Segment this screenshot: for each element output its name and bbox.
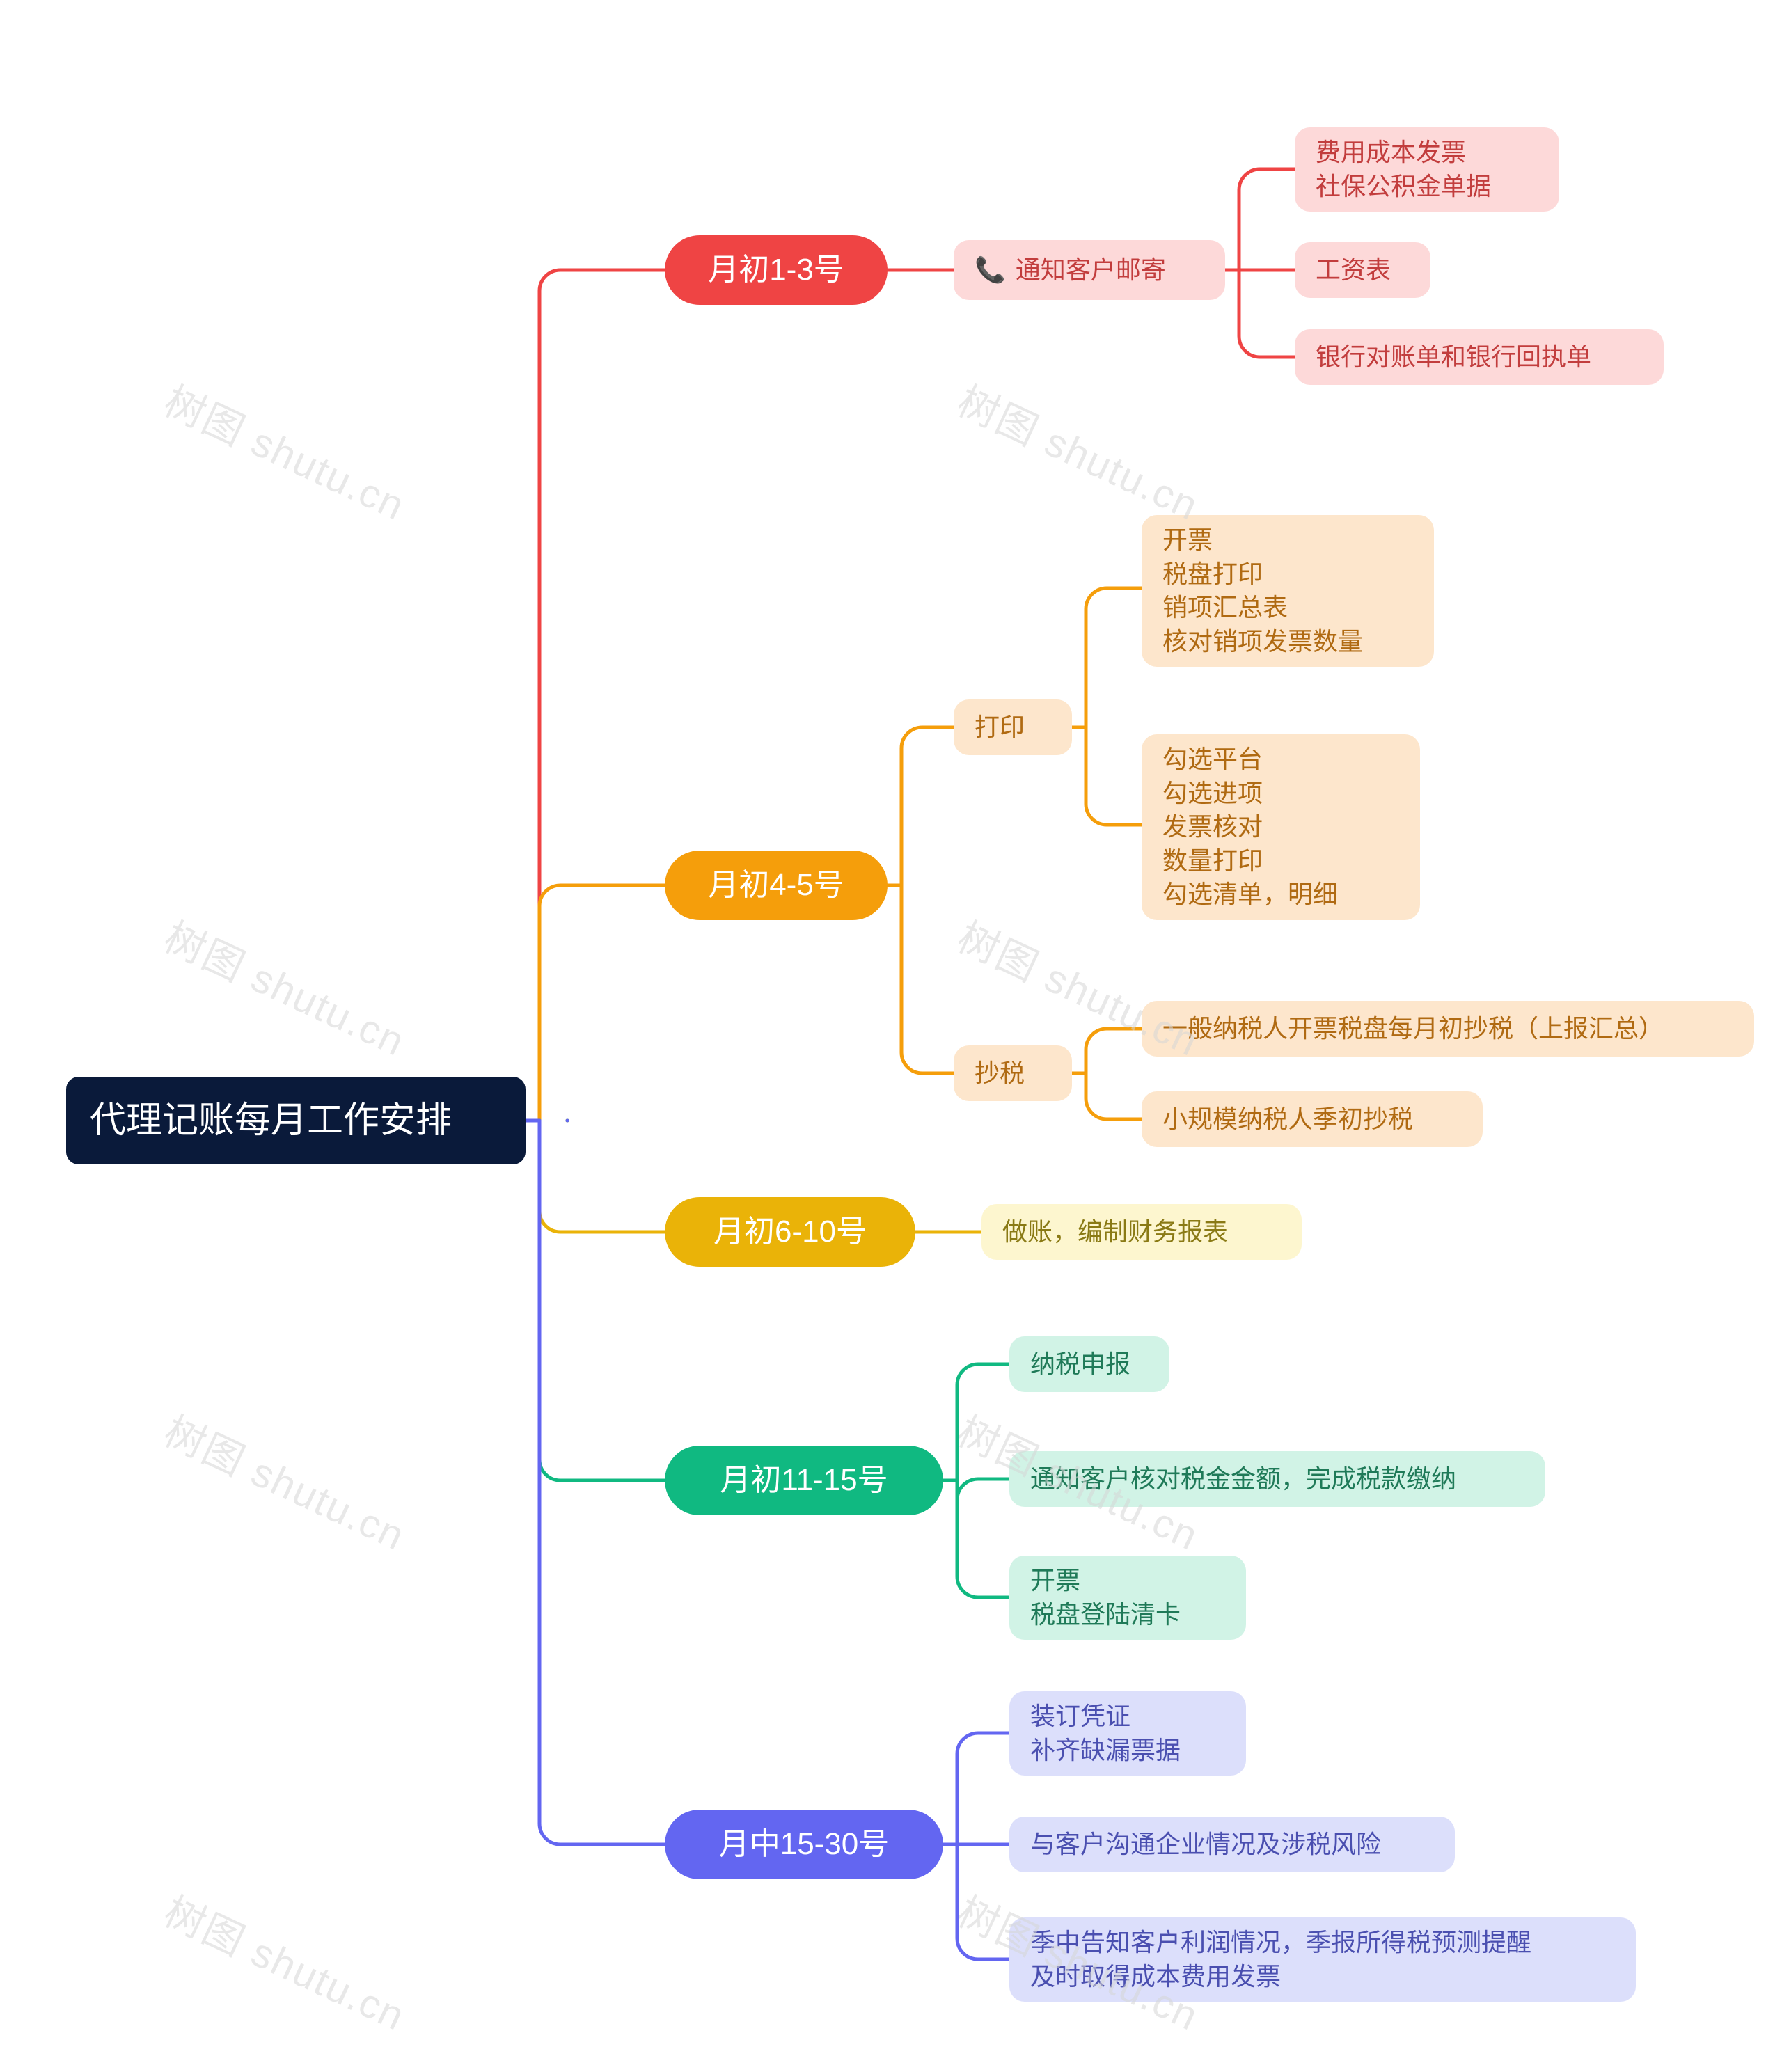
connector bbox=[1239, 270, 1295, 357]
node-b4[interactable]: 月初11-15号 bbox=[665, 1446, 943, 1515]
node-b4c2[interactable]: 通知客户核对税金金额，完成税款缴纳 bbox=[1009, 1451, 1545, 1507]
connector bbox=[901, 727, 954, 885]
node-label: 一般纳税人开票税盘每月初抄税（上报汇总） bbox=[1162, 1012, 1664, 1046]
node-label: 月初11-15号 bbox=[720, 1460, 888, 1501]
node-b1c1b[interactable]: 工资表 bbox=[1295, 242, 1430, 298]
node-label: 季中告知客户利润情况，季报所得税预测提醒 及时取得成本费用发票 bbox=[1030, 1926, 1531, 1993]
node-label: 开票 税盘登陆清卡 bbox=[1030, 1564, 1181, 1631]
connector bbox=[539, 1121, 665, 1232]
connector bbox=[1239, 169, 1295, 270]
mindmap-canvas: 代理记账每月工作安排 月初1-3号 📞 通知客户邮寄 费用成本发票 社保公积金单据工资表… bbox=[0, 0, 1782, 2072]
node-b1c1[interactable]: 📞 通知客户邮寄 bbox=[954, 240, 1225, 300]
connector bbox=[539, 1121, 665, 1844]
node-b4c1[interactable]: 纳税申报 bbox=[1009, 1336, 1169, 1392]
connector bbox=[1086, 588, 1142, 727]
node-label: 通知客户邮寄 bbox=[1016, 253, 1166, 287]
node-b2c2[interactable]: 抄税 bbox=[954, 1045, 1072, 1101]
node-b1c1c[interactable]: 银行对账单和银行回执单 bbox=[1295, 329, 1664, 385]
node-b1[interactable]: 月初1-3号 bbox=[665, 235, 888, 305]
node-label: 抄税 bbox=[975, 1057, 1025, 1091]
connector bbox=[957, 1844, 1009, 1959]
node-label: 费用成本发票 社保公积金单据 bbox=[1316, 136, 1491, 203]
node-label: 打印 bbox=[975, 711, 1025, 745]
node-label: 月初6-10号 bbox=[713, 1211, 867, 1252]
node-b2c1[interactable]: 打印 bbox=[954, 699, 1072, 755]
node-b5c3[interactable]: 季中告知客户利润情况，季报所得税预测提醒 及时取得成本费用发票 bbox=[1009, 1917, 1636, 2002]
node-label: 开票 税盘打印 销项汇总表 核对销项发票数量 bbox=[1162, 523, 1363, 658]
node-root[interactable]: 代理记账每月工作安排 bbox=[66, 1077, 526, 1164]
connector bbox=[1086, 1029, 1142, 1073]
connector bbox=[901, 885, 954, 1073]
node-label: 银行对账单和银行回执单 bbox=[1316, 340, 1591, 374]
watermark: 树图 shutu.cn bbox=[157, 369, 417, 532]
node-label: 月初1-3号 bbox=[708, 249, 844, 290]
node-b5c1[interactable]: 装订凭证 补齐缺漏票据 bbox=[1009, 1691, 1246, 1776]
node-b3c1[interactable]: 做账，编制财务报表 bbox=[981, 1204, 1302, 1260]
node-label: 工资表 bbox=[1316, 253, 1391, 287]
connector bbox=[1086, 727, 1142, 825]
watermark: 树图 shutu.cn bbox=[157, 1879, 417, 2042]
node-b5c2[interactable]: 与客户沟通企业情况及涉税风险 bbox=[1009, 1817, 1455, 1872]
connector bbox=[539, 270, 665, 1121]
connector bbox=[957, 1364, 1009, 1480]
node-label: 做账，编制财务报表 bbox=[1002, 1215, 1228, 1249]
connector bbox=[539, 1121, 665, 1480]
node-label: 装订凭证 补齐缺漏票据 bbox=[1030, 1700, 1181, 1767]
node-label: 月初4-5号 bbox=[708, 864, 844, 905]
node-label: 小规模纳税人季初抄税 bbox=[1162, 1102, 1413, 1137]
node-b2c2a[interactable]: 一般纳税人开票税盘每月初抄税（上报汇总） bbox=[1142, 1001, 1754, 1057]
node-b1c1a[interactable]: 费用成本发票 社保公积金单据 bbox=[1295, 127, 1559, 212]
node-label: 勾选平台 勾选进项 发票核对 数量打印 勾选清单，明细 bbox=[1162, 743, 1338, 912]
node-b2c1b[interactable]: 勾选平台 勾选进项 发票核对 数量打印 勾选清单，明细 bbox=[1142, 734, 1420, 920]
node-b2c2b[interactable]: 小规模纳税人季初抄税 bbox=[1142, 1091, 1483, 1147]
connector bbox=[957, 1480, 1009, 1597]
phone-icon: 📞 bbox=[975, 253, 1006, 287]
node-b2[interactable]: 月初4-5号 bbox=[665, 851, 888, 920]
node-label: 代理记账每月工作安排 bbox=[90, 1096, 452, 1145]
node-label: 与客户沟通企业情况及涉税风险 bbox=[1030, 1828, 1381, 1862]
watermark: 树图 shutu.cn bbox=[950, 369, 1211, 532]
connector bbox=[539, 885, 665, 1121]
node-b2c1a[interactable]: 开票 税盘打印 销项汇总表 核对销项发票数量 bbox=[1142, 515, 1434, 667]
connector bbox=[957, 1479, 1009, 1500]
node-label: 通知客户核对税金金额，完成税款缴纳 bbox=[1030, 1462, 1456, 1496]
node-b4c3[interactable]: 开票 税盘登陆清卡 bbox=[1009, 1556, 1246, 1640]
connector bbox=[1086, 1073, 1142, 1119]
node-b3[interactable]: 月初6-10号 bbox=[665, 1197, 915, 1267]
connector bbox=[957, 1733, 1009, 1844]
watermark: 树图 shutu.cn bbox=[157, 905, 417, 1068]
node-label: 月中15-30号 bbox=[719, 1824, 890, 1865]
watermark: 树图 shutu.cn bbox=[157, 1399, 417, 1562]
node-b5[interactable]: 月中15-30号 bbox=[665, 1810, 943, 1879]
node-label: 纳税申报 bbox=[1030, 1347, 1130, 1382]
